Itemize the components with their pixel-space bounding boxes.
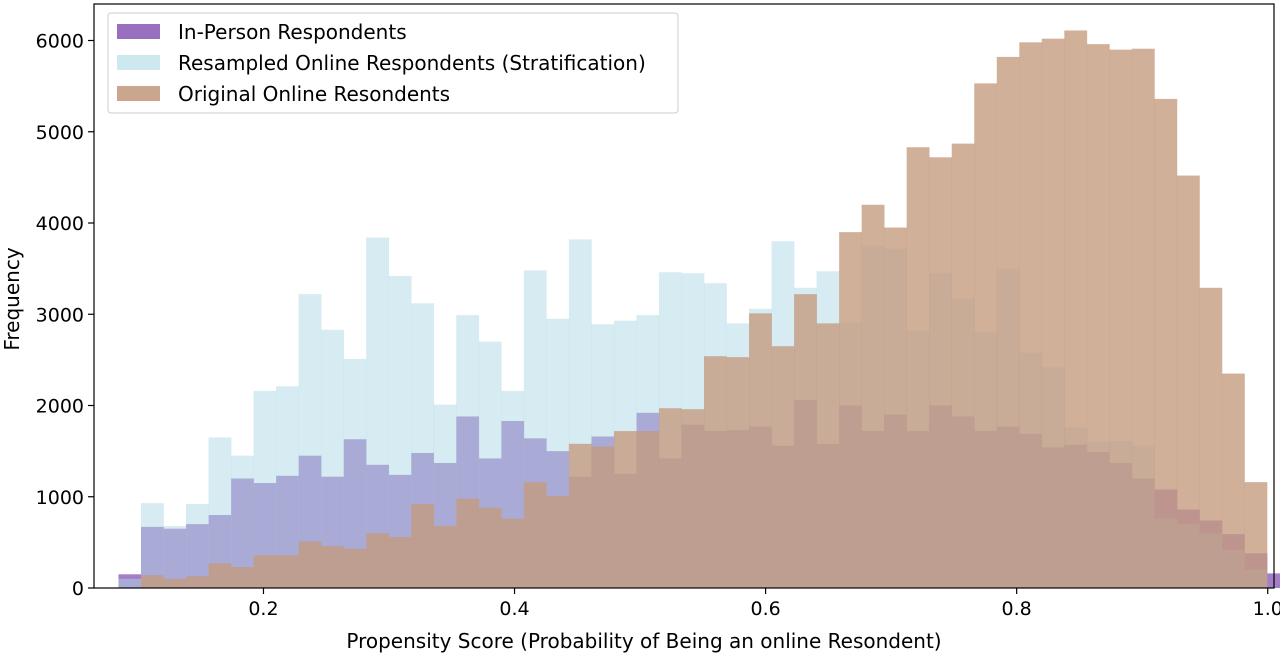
legend-swatch-original-online xyxy=(117,86,160,101)
bar xyxy=(141,503,164,588)
bar xyxy=(366,533,390,588)
y-axis: 0 1000 2000 3000 4000 5000 6000 xyxy=(36,31,94,600)
y-tick-label: 0 xyxy=(72,578,84,600)
bar xyxy=(276,555,299,588)
bar xyxy=(276,386,299,588)
legend-label-in-person: In-Person Respondents xyxy=(178,20,407,44)
bar xyxy=(118,578,142,589)
bar xyxy=(163,525,187,588)
bar xyxy=(546,495,570,588)
y-tick-label: 6000 xyxy=(36,31,84,53)
bar xyxy=(231,455,254,588)
x-axis-label: Propensity Score (Probability of Being a… xyxy=(346,629,941,653)
bar xyxy=(1244,482,1268,588)
bars-layer xyxy=(118,30,1280,589)
y-tick-label: 4000 xyxy=(36,213,84,235)
bar xyxy=(298,294,322,588)
legend-swatch-resampled-online xyxy=(117,55,160,70)
bar xyxy=(163,578,187,589)
legend-label-resampled-online: Resampled Online Respondents (Stratifica… xyxy=(178,51,646,75)
bar xyxy=(433,525,457,588)
bar xyxy=(186,576,209,588)
bar xyxy=(1064,30,1088,588)
bar xyxy=(231,567,254,588)
bar xyxy=(816,323,840,589)
bar xyxy=(794,294,817,588)
legend: In-Person Respondents Resampled Online R… xyxy=(107,12,679,114)
bar xyxy=(1019,42,1043,588)
bar xyxy=(321,546,344,588)
bar xyxy=(388,275,412,588)
bar xyxy=(343,548,367,588)
bar xyxy=(771,346,795,588)
legend-swatch-in-person xyxy=(117,24,160,39)
bar xyxy=(1086,44,1110,588)
bar xyxy=(456,498,480,588)
bar xyxy=(974,83,998,588)
bar xyxy=(208,563,232,588)
bar xyxy=(501,518,525,588)
bar xyxy=(298,541,322,588)
bar xyxy=(523,482,547,588)
bar xyxy=(366,237,390,588)
bar xyxy=(726,357,750,588)
bar xyxy=(321,329,344,588)
y-axis-label: Frequency xyxy=(0,247,24,350)
x-tick-label: 1.0 xyxy=(1253,598,1280,620)
bar xyxy=(1221,373,1245,588)
bar xyxy=(1109,49,1133,589)
bar xyxy=(186,504,209,588)
y-tick-label: 1000 xyxy=(36,487,84,509)
bar xyxy=(208,437,232,588)
bar xyxy=(613,431,637,588)
bar xyxy=(1131,48,1155,588)
bar xyxy=(749,313,772,588)
bar xyxy=(1041,38,1065,589)
bar xyxy=(343,358,367,588)
plot-frame xyxy=(93,3,1275,589)
y-tick-label: 5000 xyxy=(36,122,84,144)
bar xyxy=(704,356,727,588)
legend-label-original-online: Original Online Resondents xyxy=(178,82,450,106)
x-tick-label: 0.2 xyxy=(248,598,278,620)
series-2 xyxy=(141,30,1268,589)
bar xyxy=(1154,98,1178,589)
bar xyxy=(411,504,435,588)
y-tick-label: 2000 xyxy=(36,396,84,418)
bar xyxy=(253,555,277,588)
legend-frame xyxy=(107,12,679,114)
y-tick-label: 3000 xyxy=(36,304,84,326)
bar xyxy=(906,147,930,588)
bar xyxy=(681,409,705,588)
bar xyxy=(636,431,660,588)
bar xyxy=(478,507,502,588)
bar xyxy=(861,204,885,588)
bar xyxy=(658,408,682,588)
bar xyxy=(996,56,1020,589)
bar xyxy=(839,232,862,589)
bar xyxy=(591,446,615,588)
x-tick-label: 0.6 xyxy=(750,598,780,620)
x-tick-label: 0.8 xyxy=(1002,598,1032,620)
bar xyxy=(568,443,592,588)
bar xyxy=(141,575,164,588)
x-axis: 0.2 0.4 0.6 0.8 1.0 xyxy=(248,588,1280,620)
bar xyxy=(951,143,975,589)
x-tick-label: 0.4 xyxy=(499,598,529,620)
bar xyxy=(1199,287,1223,588)
bar xyxy=(929,157,953,589)
bar xyxy=(1176,175,1200,589)
bar xyxy=(253,390,277,588)
bar xyxy=(884,227,907,588)
bar xyxy=(388,536,412,588)
